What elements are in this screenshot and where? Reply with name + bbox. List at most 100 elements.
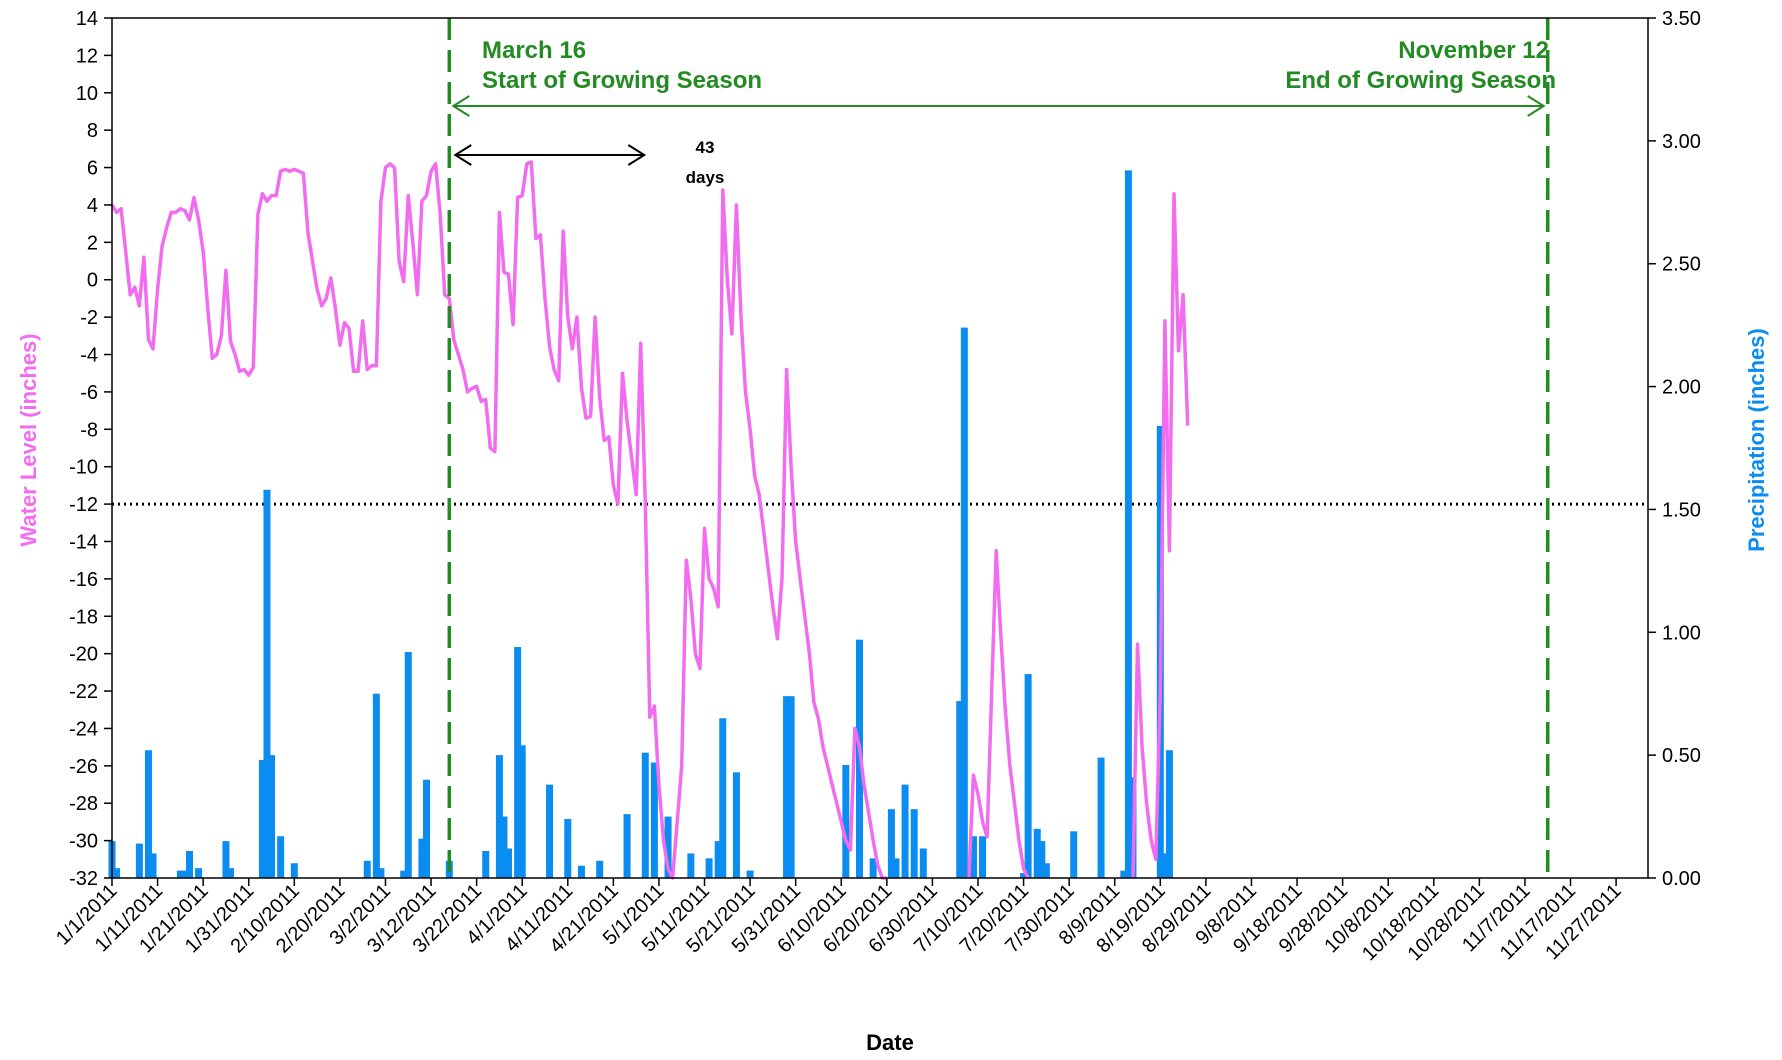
- y-left-tick-label: -32: [69, 868, 98, 890]
- precipitation-bar: [482, 850, 490, 878]
- precipitation-bar: [268, 755, 276, 878]
- axes: Date Water Level (inches) Precipitation …: [16, 8, 1769, 1055]
- precipitation-bar: [422, 779, 430, 878]
- y-left-tick-label: -10: [69, 457, 98, 479]
- y-left-tick-label: 0: [87, 270, 98, 292]
- precipitation-bar: [1038, 841, 1046, 878]
- water-level-series-line: [1131, 191, 1190, 879]
- precipitation-bar: [641, 752, 649, 878]
- precipitation-bar: [1020, 873, 1028, 878]
- precipitation-bar: [135, 843, 143, 878]
- precipitation-bar: [596, 860, 604, 878]
- precipitation-bar: [185, 850, 193, 878]
- water-level-line: [110, 160, 1190, 880]
- precipitation-bar: [564, 819, 572, 878]
- annotations: March 16 Start of Growing Season Novembe…: [447, 18, 1556, 878]
- precipitation-bar: [746, 870, 754, 878]
- x-axis-title: Date: [866, 1030, 914, 1055]
- precipitation-bar: [518, 745, 526, 878]
- y-left-tick-label: -16: [69, 569, 98, 591]
- y-left-tick-label: 6: [87, 158, 98, 180]
- precipitation-bar: [1165, 750, 1173, 878]
- precipitation-bar: [577, 865, 585, 878]
- y-left-tick-label: -6: [80, 382, 98, 404]
- precipitation-bar: [181, 870, 189, 878]
- precipitation-bar: [869, 858, 877, 878]
- y-left-tick-label: -20: [69, 644, 98, 666]
- precipitation-bar: [144, 750, 152, 878]
- y-right-tick-label: 1.50: [1662, 499, 1701, 521]
- y-right-tick-label: 0.50: [1662, 745, 1701, 767]
- precipitation-bar: [372, 693, 380, 878]
- y-left-tick-label: 12: [76, 45, 98, 67]
- y-left-tick-label: -2: [80, 307, 98, 329]
- precipitation-bar: [404, 651, 412, 878]
- y-right-tick-label: 1.00: [1662, 622, 1701, 644]
- y-left-tick-label: -18: [69, 606, 98, 628]
- y-axis-right-title: Precipitation (inches): [1744, 328, 1769, 552]
- precipitation-bar: [842, 764, 850, 878]
- precipitation-bar: [546, 784, 554, 878]
- y-left-tick-label: 10: [76, 83, 98, 105]
- water-level-series-line: [110, 160, 887, 880]
- precipitation-bar: [664, 816, 672, 878]
- y-right-tick-label: 2.50: [1662, 254, 1701, 276]
- precipitation-bar: [650, 762, 658, 878]
- precipitation-bar: [377, 868, 385, 878]
- precipitation-bar: [1097, 757, 1105, 878]
- precipitation-bar: [705, 858, 713, 878]
- y-left-tick-label: -28: [69, 793, 98, 815]
- precipitation-bar: [960, 327, 968, 879]
- precipitation-bar: [919, 848, 927, 878]
- y-left-tick-label: 8: [87, 120, 98, 142]
- water-level-series-line: [967, 549, 1030, 879]
- precipitation-bar: [1120, 870, 1128, 878]
- precipitation-bar: [979, 836, 987, 878]
- precipitation-bar: [901, 784, 909, 878]
- precipitation-bar: [1124, 170, 1132, 879]
- season-end-date-label: November 12: [1398, 37, 1549, 64]
- precipitation-bar: [113, 868, 121, 878]
- precipitation-bar: [1042, 863, 1050, 878]
- precipitation-bar: [732, 772, 740, 878]
- y-right-tick-label: 2.00: [1662, 377, 1701, 399]
- y-left-tick-label: -14: [69, 531, 98, 553]
- precipitation-bar: [1024, 674, 1032, 878]
- precipitation-bar: [1033, 828, 1041, 878]
- precipitation-bar: [956, 701, 964, 878]
- interval-days-text: days: [686, 168, 725, 187]
- interval-arrow-left-head: [453, 144, 472, 166]
- precipitation-bar: [910, 809, 918, 878]
- precipitation-bar: [227, 868, 235, 878]
- interval-days-number: 43: [696, 138, 715, 157]
- y-right-tick-label: 3.00: [1662, 131, 1701, 153]
- precipitation-bar: [1161, 853, 1169, 878]
- plot-area-frame: [111, 17, 1649, 879]
- precipitation-bar: [258, 760, 266, 878]
- precipitation-bars: [108, 170, 1173, 879]
- y-left-tick-label: 2: [87, 232, 98, 254]
- precipitation-bar: [495, 755, 503, 878]
- y-right-tick-label: 3.50: [1662, 8, 1701, 30]
- y-axis-left-title: Water Level (inches): [16, 333, 41, 546]
- y-left-tick-label: -4: [80, 345, 98, 367]
- precipitation-bar: [400, 870, 408, 878]
- y-left-tick-label: -24: [69, 718, 98, 740]
- precipitation-bar: [514, 647, 522, 878]
- precipitation-bar: [176, 870, 184, 878]
- precipitation-bar: [505, 848, 513, 878]
- precipitation-bar: [277, 836, 285, 878]
- precipitation-bar: [719, 718, 727, 878]
- precipitation-bar: [623, 814, 631, 878]
- precipitation-bar: [687, 853, 695, 878]
- y-left-tick-label: -12: [69, 494, 98, 516]
- precipitation-bar: [783, 696, 791, 878]
- season-arrow-right-head: [1527, 95, 1546, 117]
- precipitation-bar: [892, 858, 900, 878]
- precipitation-bar: [149, 853, 157, 878]
- season-start-text-label: Start of Growing Season: [482, 67, 762, 94]
- season-end-text-label: End of Growing Season: [1285, 67, 1556, 94]
- y-left-tick-label: -22: [69, 681, 98, 703]
- precipitation-bar: [887, 809, 895, 878]
